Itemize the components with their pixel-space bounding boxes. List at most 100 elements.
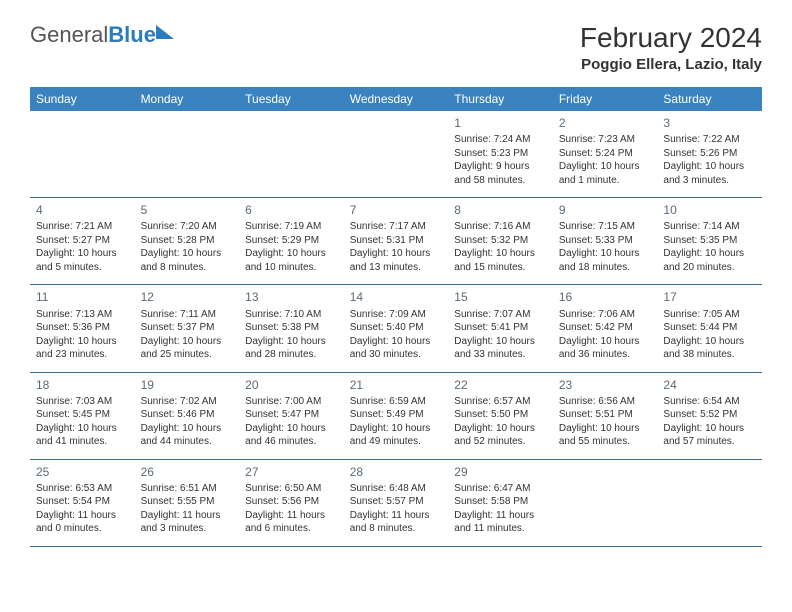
- calendar-cell: 2Sunrise: 7:23 AMSunset: 5:24 PMDaylight…: [553, 111, 658, 198]
- daylight-text: and 55 minutes.: [559, 435, 652, 449]
- sunset-text: Sunset: 5:49 PM: [350, 408, 443, 422]
- sunset-text: Sunset: 5:55 PM: [141, 495, 234, 509]
- day-number: 21: [350, 377, 443, 393]
- calendar-header-row: SundayMondayTuesdayWednesdayThursdayFrid…: [30, 87, 762, 111]
- calendar-cell: 4 Sunrise: 7:21 AMSunset: 5:27 PMDaylight…: [30, 198, 135, 285]
- calendar-cell: 19Sunrise: 7:02 AMSunset: 5:46 PMDayligh…: [135, 373, 240, 460]
- calendar-cell: 15 Sunrise: 7:07 AMSunset: 5:41 PMDayligh…: [448, 285, 553, 372]
- daylight-text: Daylight: 10 hours: [559, 247, 652, 261]
- day-number: 4: [36, 202, 129, 218]
- sunset-text: Sunset: 5:37 PM: [141, 321, 234, 335]
- sunrise-text: Sunrise: 6:54 AM: [663, 395, 756, 409]
- calendar-cell: 25Sunrise: 6:53 AMSunset: 5:54 PMDayligh…: [30, 460, 135, 547]
- daylight-text: Daylight: 11 hours: [350, 509, 443, 523]
- daylight-text: and 38 minutes.: [663, 348, 756, 362]
- calendar-cell: 28 Sunrise: 6:48 AMSunset: 5:57 PMDayligh…: [344, 460, 449, 547]
- calendar-cell: 29Sunrise: 6:47 AMSunset: 5:58 PMDayligh…: [448, 460, 553, 547]
- day-number: 22: [454, 377, 547, 393]
- sunset-text: Sunset: 5:28 PM: [141, 234, 234, 248]
- sunset-text: Sunset: 5:54 PM: [36, 495, 129, 509]
- sunrise-text: Sunrise: 6:59 AM: [350, 395, 443, 409]
- day-number: 25: [36, 464, 129, 480]
- daylight-text: and 18 minutes.: [559, 261, 652, 275]
- header: GeneralBlue February 2024 Poggio Ellera,…: [30, 22, 762, 73]
- daylight-text: and 13 minutes.: [350, 261, 443, 275]
- calendar-cell: 13Sunrise: 7:10 AMSunset: 5:38 PMDayligh…: [239, 285, 344, 372]
- daylight-text: and 49 minutes.: [350, 435, 443, 449]
- sunrise-text: Sunrise: 7:00 AM: [245, 395, 338, 409]
- calendar: SundayMondayTuesdayWednesdayThursdayFrid…: [30, 87, 762, 547]
- sunset-text: Sunset: 5:46 PM: [141, 408, 234, 422]
- daylight-text: and 10 minutes.: [245, 261, 338, 275]
- calendar-cell: 21 Sunrise: 6:59 AMSunset: 5:49 PMDayligh…: [344, 373, 449, 460]
- logo-sail-icon: [156, 25, 174, 39]
- calendar-body: 1Sunrise: 7:24 AMSunset: 5:23 PMDaylight…: [30, 111, 762, 547]
- daylight-text: and 33 minutes.: [454, 348, 547, 362]
- sunrise-text: Sunrise: 7:13 AM: [36, 308, 129, 322]
- sunrise-text: Sunrise: 7:09 AM: [350, 308, 443, 322]
- daylight-text: Daylight: 10 hours: [36, 422, 129, 436]
- day-header: Wednesday: [344, 87, 449, 111]
- daylight-text: Daylight: 10 hours: [36, 247, 129, 261]
- calendar-cell: 22Sunrise: 6:57 AMSunset: 5:50 PMDayligh…: [448, 373, 553, 460]
- sunset-text: Sunset: 5:57 PM: [350, 495, 443, 509]
- sunrise-text: Sunrise: 6:48 AM: [350, 482, 443, 496]
- sunrise-text: Sunrise: 7:10 AM: [245, 308, 338, 322]
- sunrise-text: Sunrise: 7:22 AM: [663, 133, 756, 147]
- sunset-text: Sunset: 5:56 PM: [245, 495, 338, 509]
- daylight-text: Daylight: 10 hours: [350, 422, 443, 436]
- daylight-text: and 25 minutes.: [141, 348, 234, 362]
- sunset-text: Sunset: 5:35 PM: [663, 234, 756, 248]
- daylight-text: and 28 minutes.: [245, 348, 338, 362]
- location: Poggio Ellera, Lazio, Italy: [580, 56, 762, 73]
- daylight-text: Daylight: 10 hours: [36, 335, 129, 349]
- sunrise-text: Sunrise: 7:21 AM: [36, 220, 129, 234]
- daylight-text: Daylight: 10 hours: [454, 422, 547, 436]
- calendar-cell-empty: [135, 111, 240, 198]
- logo-text-gray: General: [30, 22, 108, 47]
- daylight-text: Daylight: 10 hours: [350, 335, 443, 349]
- calendar-cell: 17Sunrise: 7:05 AMSunset: 5:44 PMDayligh…: [657, 285, 762, 372]
- day-number: 28: [350, 464, 443, 480]
- calendar-cell: 18Sunrise: 7:03 AMSunset: 5:45 PMDayligh…: [30, 373, 135, 460]
- logo-text: GeneralBlue: [30, 22, 156, 48]
- sunset-text: Sunset: 5:58 PM: [454, 495, 547, 509]
- sunset-text: Sunset: 5:27 PM: [36, 234, 129, 248]
- calendar-cell: 8Sunrise: 7:16 AMSunset: 5:32 PMDaylight…: [448, 198, 553, 285]
- daylight-text: Daylight: 10 hours: [454, 335, 547, 349]
- day-header: Thursday: [448, 87, 553, 111]
- daylight-text: and 6 minutes.: [245, 522, 338, 536]
- daylight-text: and 3 minutes.: [141, 522, 234, 536]
- calendar-cell: 26Sunrise: 6:51 AMSunset: 5:55 PMDayligh…: [135, 460, 240, 547]
- daylight-text: Daylight: 10 hours: [245, 422, 338, 436]
- sunset-text: Sunset: 5:47 PM: [245, 408, 338, 422]
- day-number: 3: [663, 115, 756, 131]
- day-number: 6: [245, 202, 338, 218]
- sunrise-text: Sunrise: 7:07 AM: [454, 308, 547, 322]
- daylight-text: Daylight: 10 hours: [663, 335, 756, 349]
- sunrise-text: Sunrise: 7:02 AM: [141, 395, 234, 409]
- calendar-cell: 16Sunrise: 7:06 AMSunset: 5:42 PMDayligh…: [553, 285, 658, 372]
- day-number: 15: [454, 289, 547, 305]
- day-number: 17: [663, 289, 756, 305]
- daylight-text: and 46 minutes.: [245, 435, 338, 449]
- day-number: 2: [559, 115, 652, 131]
- calendar-cell-empty: [553, 460, 658, 547]
- day-number: 18: [36, 377, 129, 393]
- day-header: Saturday: [657, 87, 762, 111]
- daylight-text: Daylight: 10 hours: [663, 422, 756, 436]
- sunrise-text: Sunrise: 7:24 AM: [454, 133, 547, 147]
- sunrise-text: Sunrise: 6:56 AM: [559, 395, 652, 409]
- day-header: Friday: [553, 87, 658, 111]
- sunset-text: Sunset: 5:41 PM: [454, 321, 547, 335]
- sunrise-text: Sunrise: 7:15 AM: [559, 220, 652, 234]
- calendar-cell: 20Sunrise: 7:00 AMSunset: 5:47 PMDayligh…: [239, 373, 344, 460]
- daylight-text: Daylight: 10 hours: [454, 247, 547, 261]
- calendar-cell: 1Sunrise: 7:24 AMSunset: 5:23 PMDaylight…: [448, 111, 553, 198]
- day-number: 24: [663, 377, 756, 393]
- sunset-text: Sunset: 5:23 PM: [454, 147, 547, 161]
- daylight-text: Daylight: 10 hours: [663, 247, 756, 261]
- daylight-text: and 30 minutes.: [350, 348, 443, 362]
- daylight-text: Daylight: 10 hours: [559, 160, 652, 174]
- sunset-text: Sunset: 5:38 PM: [245, 321, 338, 335]
